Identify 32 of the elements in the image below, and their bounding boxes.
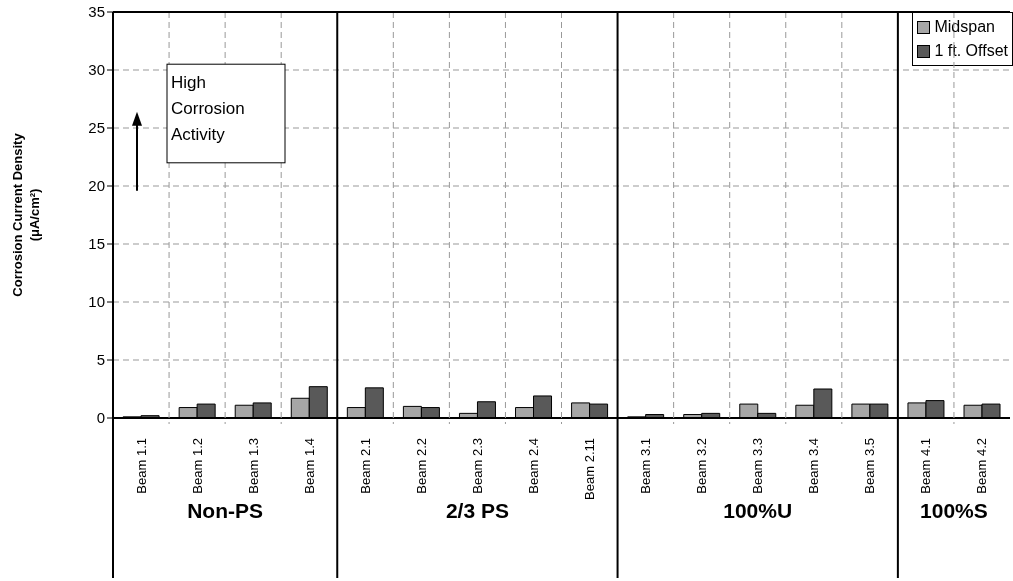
x-tick-label: Beam 3.4: [806, 438, 822, 494]
x-tick-label: Beam 4.2: [974, 438, 990, 494]
x-tick-label: Beam 2.3: [469, 438, 485, 494]
text: Non-PS: [187, 499, 264, 522]
legend-label: Midspan: [934, 17, 995, 37]
text: 100%S: [920, 499, 988, 522]
text: 100%U: [723, 499, 793, 522]
legend-label: 1 ft. Offset: [934, 41, 1008, 61]
x-tick-label: Beam 3.1: [638, 438, 654, 494]
x-tick-label: Beam 2.4: [525, 438, 541, 494]
y-tick-label: 15: [88, 235, 105, 253]
x-tick-label: Beam 2.2: [413, 438, 429, 494]
x-tick-label: Beam 2.11: [582, 438, 598, 500]
text: 2/3 PS: [445, 499, 509, 522]
y-tick-label: 30: [88, 61, 105, 79]
y-tick-label: 35: [88, 3, 105, 21]
annotation: High Corrosion Activity: [171, 73, 245, 145]
y-tick-label: 10: [88, 293, 105, 311]
y-tick-label: 25: [88, 119, 105, 137]
x-tick-label: Beam 3.2: [694, 438, 710, 494]
x-tick-label: Beam 3.5: [862, 438, 878, 494]
x-tick-label: Beam 3.3: [750, 438, 766, 494]
y-axis-title: Corrosion Current Density (μA/cm²): [10, 132, 42, 297]
y-tick-label: 5: [96, 351, 105, 369]
x-tick-label: Beam 1.2: [189, 438, 205, 494]
y-tick-label: 0: [96, 409, 105, 427]
x-tick-label: Beam 1.1: [133, 438, 149, 494]
y-tick-label: 20: [88, 177, 105, 195]
x-tick-label: Beam 4.1: [918, 438, 934, 494]
x-tick-label: Beam 1.4: [301, 438, 317, 494]
x-tick-label: Beam 1.3: [245, 438, 261, 494]
x-tick-label: Beam 2.1: [357, 438, 373, 494]
